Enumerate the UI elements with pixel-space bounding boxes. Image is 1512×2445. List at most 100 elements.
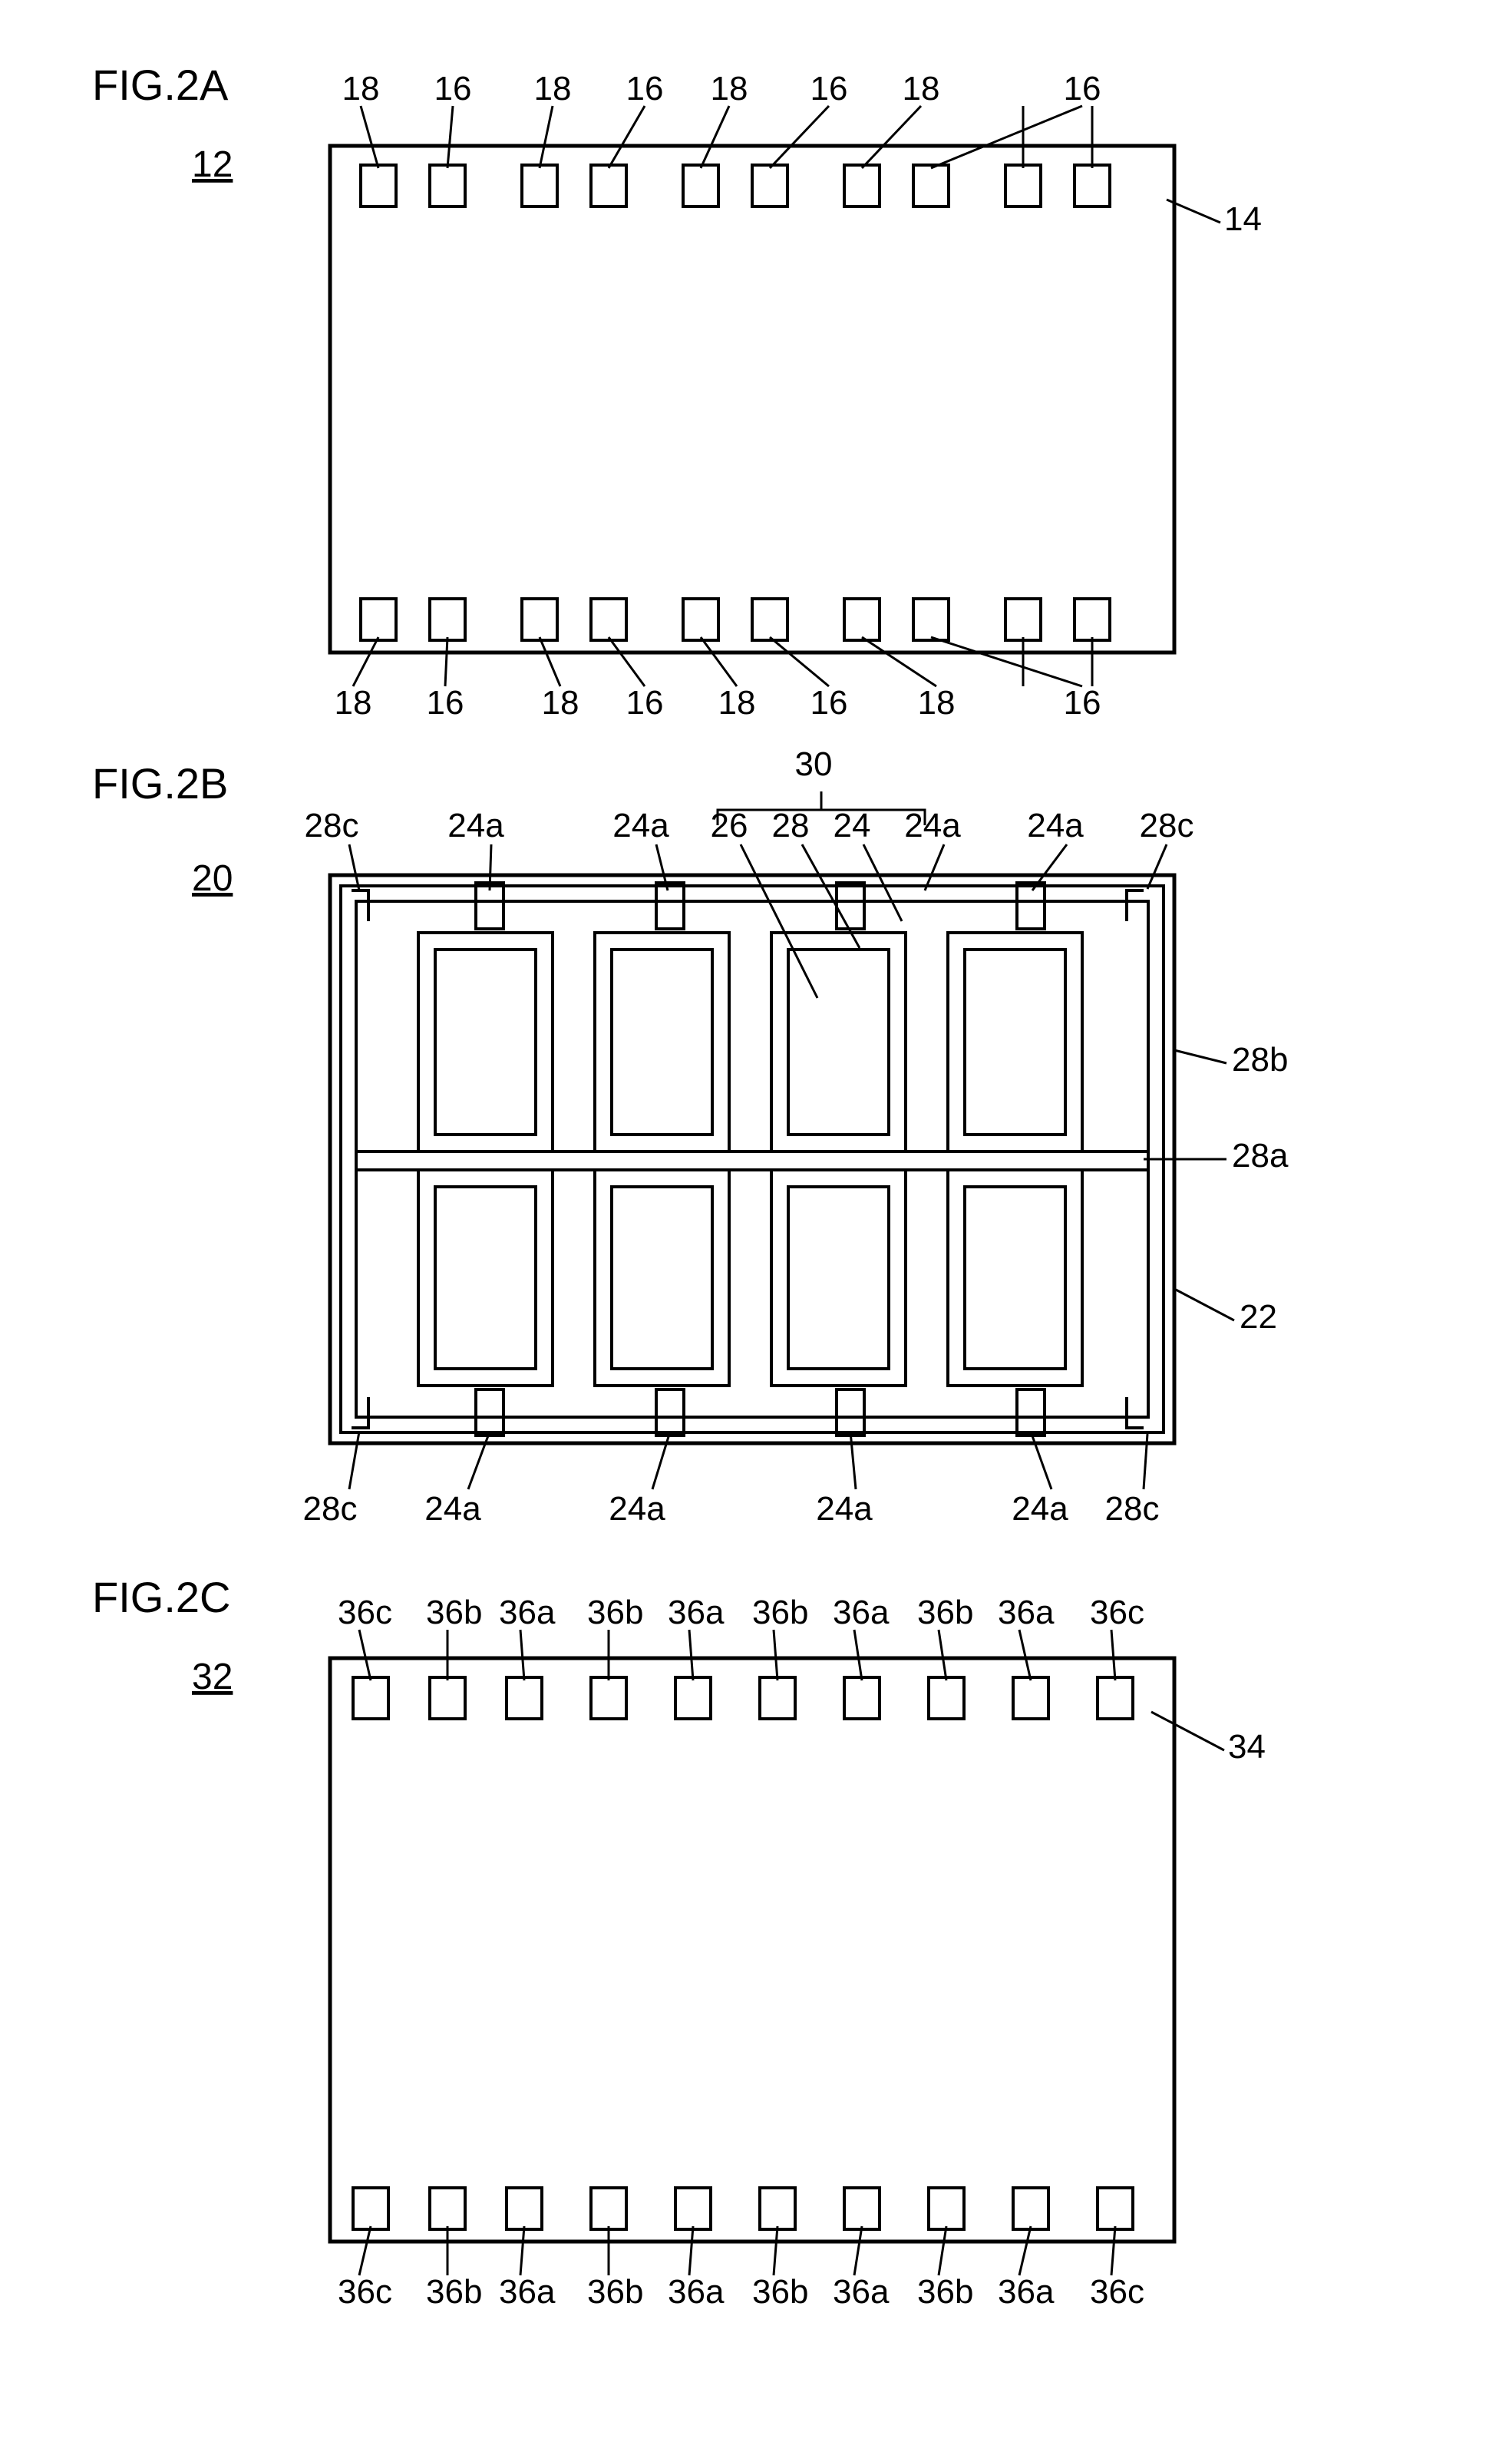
shape [948, 1170, 1082, 1386]
leader [1111, 1630, 1115, 1680]
label: 36c [1090, 2273, 1144, 2311]
shape [656, 1389, 684, 1436]
leader [862, 106, 921, 168]
leader [770, 637, 829, 686]
label: 18 [918, 684, 956, 722]
shape [1017, 883, 1045, 929]
shape [1005, 599, 1041, 640]
label: 16 [626, 70, 664, 107]
leader [925, 844, 944, 890]
label: 24 [834, 807, 871, 844]
leader [1031, 1432, 1051, 1489]
label: 36a [668, 1594, 725, 1631]
shape [675, 1677, 711, 1719]
diagram-canvas: FIG.2A1218161816181618161816181618161816… [0, 0, 1512, 2445]
label: 16 [626, 684, 664, 722]
shape [844, 1677, 880, 1719]
label: 26 [711, 807, 748, 844]
label: 36a [833, 2273, 890, 2311]
shape [361, 165, 396, 207]
leader [1019, 2226, 1031, 2275]
shape [507, 2188, 542, 2229]
label: 24a [609, 1490, 665, 1528]
label: 18 [342, 70, 380, 107]
label: 18 [335, 684, 372, 722]
label: 16 [810, 70, 848, 107]
label: 36a [998, 2273, 1055, 2311]
label: 36b [587, 2273, 643, 2311]
leader [468, 1432, 490, 1489]
leader [1032, 844, 1067, 890]
shape [418, 933, 553, 1151]
shape [522, 599, 557, 640]
leader [939, 1630, 946, 1680]
label: 36a [668, 2273, 725, 2311]
leader [359, 1630, 371, 1680]
leader [520, 1630, 524, 1680]
label: 20 [192, 858, 233, 899]
shape [476, 1389, 503, 1436]
label: 28c [303, 1490, 358, 1528]
shape [656, 883, 684, 929]
label: 22 [1240, 1298, 1277, 1336]
label: 36a [833, 1594, 890, 1631]
label: 24a [447, 807, 504, 844]
shape [752, 165, 787, 207]
leader [741, 844, 817, 998]
shape [788, 1187, 889, 1369]
leader [1147, 844, 1167, 889]
leader [353, 637, 378, 686]
shape [675, 2188, 711, 2229]
label: 28a [1232, 1137, 1289, 1175]
leader [540, 637, 560, 686]
shape [430, 2188, 465, 2229]
leader [349, 1432, 359, 1489]
shape [591, 599, 626, 640]
label: 16 [427, 684, 464, 722]
label: 18 [534, 70, 572, 107]
label: 18 [903, 70, 940, 107]
leader [689, 1630, 693, 1680]
label: FIG.2B [92, 759, 228, 808]
shape [522, 165, 557, 207]
leader [854, 1630, 862, 1680]
label: 24a [612, 807, 669, 844]
shape [612, 950, 712, 1135]
leader [540, 106, 553, 168]
label: 36b [752, 2273, 808, 2311]
shape [788, 950, 889, 1135]
leader [939, 2226, 946, 2275]
shape [1127, 890, 1144, 921]
shape [1013, 2188, 1048, 2229]
label: 28c [1140, 807, 1194, 844]
shape [760, 1677, 795, 1719]
shape [771, 933, 906, 1151]
shape [718, 810, 925, 825]
label: 16 [1064, 684, 1101, 722]
label: 36b [426, 2273, 482, 2311]
label: 32 [192, 1657, 233, 1697]
shape [353, 2188, 388, 2229]
leader [854, 2226, 862, 2275]
label: 16 [1064, 70, 1101, 107]
leader [774, 1630, 777, 1680]
shape [591, 165, 626, 207]
leader [361, 106, 378, 168]
shape [595, 1170, 729, 1386]
leader [1111, 2226, 1115, 2275]
shape [683, 599, 718, 640]
label: 36b [426, 1594, 482, 1631]
shape [1127, 1397, 1144, 1428]
shape [591, 2188, 626, 2229]
leader [520, 2226, 524, 2275]
label: 36b [752, 1594, 808, 1631]
shape [844, 2188, 880, 2229]
leader [701, 637, 737, 686]
leader [850, 1432, 856, 1489]
label: FIG.2A [92, 61, 229, 109]
label: 18 [711, 70, 748, 107]
leader [1019, 1630, 1031, 1680]
label: 34 [1228, 1728, 1266, 1766]
leader [1176, 1290, 1234, 1320]
leader [931, 637, 1082, 686]
